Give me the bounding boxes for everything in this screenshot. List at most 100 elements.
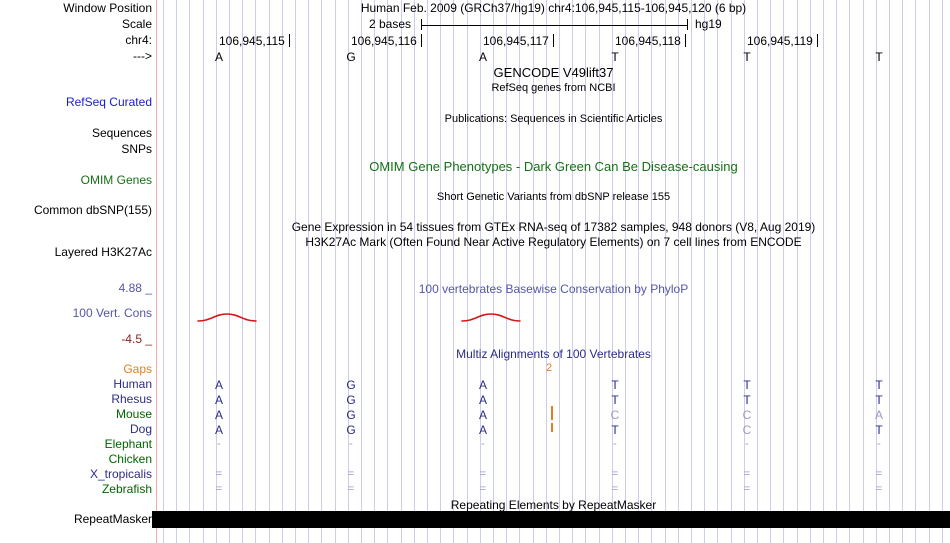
gridline: [242, 0, 243, 543]
gridline: [810, 0, 811, 543]
gridline: [863, 0, 864, 543]
track-title-omim: OMIM Gene Phenotypes - Dark Green Can Be…: [369, 159, 738, 174]
ruler-position-label: 106,945,119: [747, 34, 813, 48]
label-strand-arrow: --->: [133, 49, 152, 63]
gridline: [308, 0, 309, 543]
label-sequences[interactable]: Sequences: [91, 126, 152, 140]
track-data-area[interactable]: Human Feb. 2009 (GRCh37/hg19) chr4:106,9…: [157, 0, 950, 543]
label-cons-track[interactable]: 100 Vert. Cons: [72, 306, 152, 320]
alignment-base: T: [611, 393, 619, 407]
label-snps[interactable]: SNPs: [121, 142, 152, 156]
gridline: [229, 0, 230, 543]
gridline: [480, 0, 481, 543]
gridline: [757, 0, 758, 543]
gap-tick-lower: [551, 423, 553, 432]
alignment-base: A: [478, 408, 487, 422]
alignment-base: T: [611, 423, 619, 437]
window-position-title: Human Feb. 2009 (GRCh37/hg19) chr4:106,9…: [360, 1, 747, 15]
gridline: [625, 0, 626, 543]
alignment-base: =: [479, 468, 487, 480]
gridline: [453, 0, 454, 543]
alignment-base: =: [875, 483, 883, 495]
ruler-position-label: 106,945,118: [615, 34, 681, 48]
ruler-tick: [817, 34, 818, 47]
label-window-position: Window Position: [63, 1, 152, 15]
label-rhesus[interactable]: Rhesus: [111, 392, 152, 406]
alignment-base: =: [215, 483, 223, 495]
label-zebrafish[interactable]: Zebrafish: [101, 482, 152, 496]
label-omim-genes[interactable]: OMIM Genes: [80, 173, 152, 187]
assembly-tag: hg19: [695, 17, 722, 31]
alignment-base: C: [610, 408, 620, 422]
alignment-base: C: [742, 423, 752, 437]
label-chicken[interactable]: Chicken: [108, 452, 152, 466]
gridline: [295, 0, 296, 543]
gridline: [929, 0, 930, 543]
gridline: [282, 0, 283, 543]
alignment-base: A: [214, 408, 223, 422]
alignment-base: A: [874, 408, 883, 422]
label-mouse[interactable]: Mouse: [115, 407, 152, 421]
gridline: [744, 0, 745, 543]
alignment-base: G: [346, 378, 356, 392]
alignment-base: G: [346, 393, 356, 407]
gridline: [704, 0, 705, 543]
gap-tick-upper: [551, 406, 553, 420]
gridline: [770, 0, 771, 543]
label-dog[interactable]: Dog: [129, 422, 152, 436]
gridline: [255, 0, 256, 543]
ruler-tick: [553, 34, 554, 47]
label-gaps[interactable]: Gaps: [123, 362, 152, 376]
gridline: [427, 0, 428, 543]
alignment-base: -: [745, 438, 749, 450]
ruler-base-letter: T: [743, 50, 751, 64]
label-refseq-curated[interactable]: RefSeq Curated: [65, 95, 152, 109]
alignment-base: -: [613, 438, 617, 450]
track-title-h3k27ac: H3K27Ac Mark (Often Found Near Active Re…: [305, 235, 802, 249]
gridline: [731, 0, 732, 543]
alignment-base: =: [215, 468, 223, 480]
scale-bar-cap-left: [421, 19, 422, 30]
gridline: [269, 0, 270, 543]
alignment-base: A: [214, 423, 223, 437]
gridline: [321, 0, 322, 543]
alignment-base: =: [611, 483, 619, 495]
ruler-base-letter: G: [346, 50, 356, 64]
alignment-base: C: [742, 408, 752, 422]
gridline: [612, 0, 613, 543]
gridline: [387, 0, 388, 543]
conservation-peak-2: [461, 313, 521, 322]
label-common-dbsnp[interactable]: Common dbSNP(155): [33, 203, 152, 217]
gap-count-label: 2: [546, 362, 553, 374]
repeatmasker-band[interactable]: [157, 511, 950, 528]
gridline: [216, 0, 217, 543]
gridline: [691, 0, 692, 543]
gridline: [572, 0, 573, 543]
gridline: [823, 0, 824, 543]
gridline: [189, 0, 190, 543]
label-x-tropicalis[interactable]: X_tropicalis: [89, 467, 152, 481]
alignment-base: G: [346, 423, 356, 437]
label-human[interactable]: Human: [113, 377, 152, 391]
alignment-base: =: [347, 468, 355, 480]
ruler-base-letter: T: [875, 50, 883, 64]
gridline: [599, 0, 600, 543]
ruler-position-label: 106,945,117: [483, 34, 549, 48]
gridline: [665, 0, 666, 543]
gridline: [836, 0, 837, 543]
gridline: [678, 0, 679, 543]
alignment-base: A: [478, 378, 487, 392]
ruler-position-label: 106,945,115: [219, 34, 285, 48]
label-layered-h3k27ac[interactable]: Layered H3K27Ac: [54, 245, 152, 259]
track-label-column: Window Position Scale chr4: ---> RefSeq …: [0, 0, 152, 543]
track-title-gtex: Gene Expression in 54 tissues from GTEx …: [291, 220, 816, 234]
alignment-base: A: [214, 393, 223, 407]
gridline: [585, 0, 586, 543]
label-repeatmasker[interactable]: RepeatMasker: [73, 512, 152, 526]
conservation-peak-1: [197, 313, 257, 322]
alignment-base: T: [875, 378, 883, 392]
track-title-refseq: RefSeq genes from NCBI: [491, 82, 616, 94]
track-title-multiz: Multiz Alignments of 100 Vertebrates: [456, 347, 651, 361]
track-title-repeatmasker: Repeating Elements by RepeatMasker: [450, 498, 657, 512]
label-elephant[interactable]: Elephant: [104, 437, 152, 451]
